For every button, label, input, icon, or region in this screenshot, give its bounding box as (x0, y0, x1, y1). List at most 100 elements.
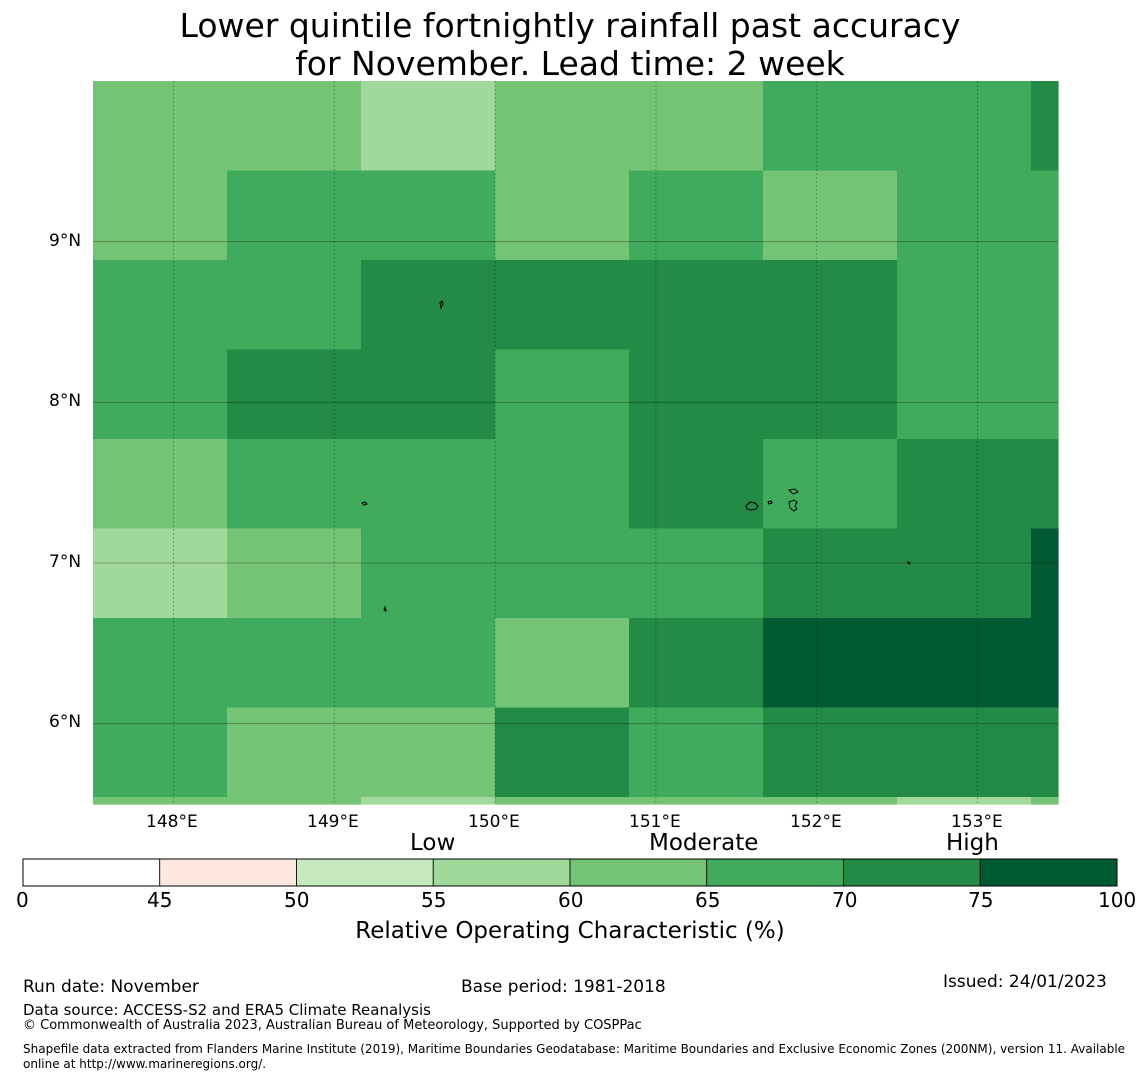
colorbar-segment (706, 858, 844, 887)
grid-cell (361, 618, 496, 709)
grid-cell (897, 260, 1032, 351)
lon-label-149e: 149°E (307, 812, 359, 832)
grid-cell (361, 439, 496, 530)
grid-cell (495, 260, 630, 351)
island-outline (906, 560, 911, 565)
run-date: Run date: November (23, 977, 199, 997)
grid-cell (897, 618, 1032, 709)
grid-cell (227, 797, 362, 805)
colorbar (22, 858, 1118, 887)
island-outline (767, 500, 773, 505)
lat-label-9n: 9°N (49, 231, 82, 251)
map-title-line1: Lower quintile fortnightly rainfall past… (179, 6, 961, 45)
grid-cell (629, 797, 764, 805)
grid-cell (227, 81, 362, 172)
colorbar-frame (22, 858, 1118, 887)
grid-cell (1031, 81, 1059, 172)
grid-cell (93, 349, 228, 440)
grid-cell (227, 260, 362, 351)
colorbar-tick-0: 0 (16, 888, 29, 912)
island-outline (439, 300, 444, 310)
shapefile-credit-line1: Shapefile data extracted from Flanders M… (23, 1042, 1126, 1056)
grid-cell (763, 528, 898, 619)
grid-cell (361, 797, 496, 805)
grid-cell (763, 797, 898, 805)
data-source: Data source: ACCESS-S2 and ERA5 Climate … (23, 1001, 431, 1019)
grid-cell (763, 260, 898, 351)
grid-cell (763, 439, 898, 530)
grid-cell (897, 170, 1032, 261)
map-title-line2: for November. Lead time: 2 week (295, 44, 845, 83)
grid-cell (629, 81, 764, 172)
grid-cell (93, 260, 228, 351)
colorbar-segment (569, 858, 708, 887)
grid-cell (763, 170, 898, 261)
colorbar-segment (22, 858, 161, 887)
grid-cell (495, 528, 630, 619)
lon-label-153e: 153°E (951, 812, 1003, 832)
lon-label-150e: 150°E (468, 812, 520, 832)
grid-cell (495, 707, 630, 798)
copyright: © Commonwealth of Australia 2023, Austra… (23, 1018, 642, 1033)
grid-cell (629, 349, 764, 440)
grid-cell (227, 618, 362, 709)
island-outline (787, 488, 799, 495)
grid-cell (495, 349, 630, 440)
category-high: High (946, 830, 999, 856)
colorbar-segment (296, 858, 434, 887)
grid-cell (227, 707, 362, 798)
grid-cell (897, 797, 1032, 805)
rainfall-accuracy-map (93, 81, 1059, 805)
colorbar-tick-70: 70 (832, 888, 858, 912)
grid-cell (763, 618, 898, 709)
grid-cell (495, 81, 630, 172)
category-moderate: Moderate (649, 830, 759, 856)
colorbar-title: Relative Operating Characteristic (%) (355, 918, 785, 944)
grid-cell (495, 618, 630, 709)
grid-cell (629, 260, 764, 351)
grid-cell (897, 349, 1032, 440)
island-outline (361, 501, 368, 506)
grid-cell (629, 439, 764, 530)
lon-label-151e: 151°E (629, 812, 681, 832)
grid-cell (93, 81, 228, 172)
colorbar-segment (432, 858, 571, 887)
grid-cell (1031, 528, 1059, 619)
colorbar-tick-65: 65 (695, 888, 721, 912)
category-low: Low (410, 830, 456, 856)
colorbar-tick-75: 75 (968, 888, 994, 912)
colorbar-segment (979, 858, 1118, 887)
grid-cell (361, 170, 496, 261)
grid-cell (361, 349, 496, 440)
grid-cell (1031, 797, 1059, 805)
grid-cell (93, 797, 228, 805)
colorbar-tick-55: 55 (421, 888, 447, 912)
grid-cell (495, 170, 630, 261)
lat-label-8n: 8°N (49, 391, 82, 411)
grid-cell (763, 707, 898, 798)
shapefile-credit-line2: online at http://www.marineregions.org/. (23, 1057, 267, 1071)
lon-label-148e: 148°E (146, 812, 198, 832)
colorbar-tick-60: 60 (558, 888, 584, 912)
grid-cell (897, 707, 1032, 798)
grid-cell (629, 707, 764, 798)
grid-cell (361, 81, 496, 172)
grid-cell (93, 528, 228, 619)
lat-label-7n: 7°N (49, 552, 82, 572)
grid-cell (763, 81, 898, 172)
grid-cell (227, 349, 362, 440)
grid-cell (495, 797, 630, 805)
grid-cell (897, 81, 1032, 172)
grid-cell (1031, 707, 1059, 798)
base-period: Base period: 1981-2018 (461, 977, 666, 997)
grid-cell (361, 260, 496, 351)
grid-cell (897, 528, 1032, 619)
grid-cell (495, 439, 630, 530)
grid-cell (1031, 349, 1059, 440)
grid-cell (1031, 260, 1059, 351)
grid-cell (361, 707, 496, 798)
island-outline (383, 605, 387, 612)
lat-label-6n: 6°N (49, 712, 82, 732)
grid-cell (227, 439, 362, 530)
colorbar-tick-45: 45 (147, 888, 173, 912)
